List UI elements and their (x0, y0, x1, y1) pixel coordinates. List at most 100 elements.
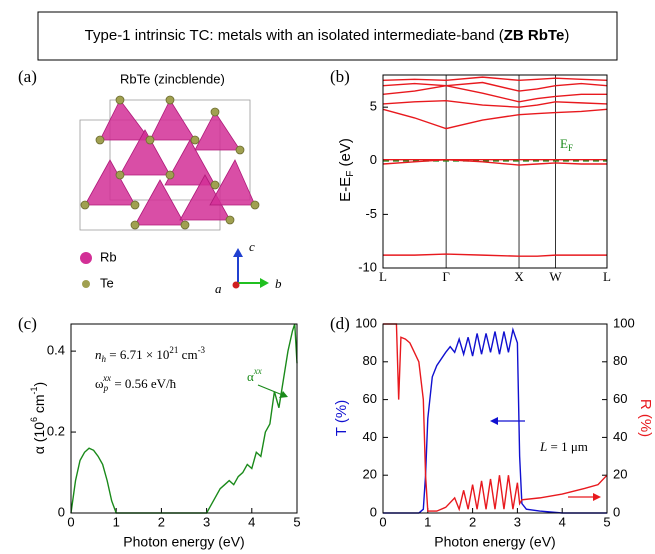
label-part: α (247, 369, 254, 384)
y-tick-label: 80 (363, 353, 377, 368)
label-part: n (95, 347, 102, 362)
y2-tick-label: 40 (613, 429, 627, 444)
x-tick-label: 5 (603, 514, 610, 529)
axes-icon (232, 248, 269, 289)
y-tick-label: -5 (365, 206, 377, 221)
x-tick-label: 2 (469, 514, 476, 529)
y-tick-label: 0.2 (47, 423, 65, 438)
y-tick-label: 100 (355, 315, 377, 330)
x-tick-label: 3 (514, 514, 521, 529)
label-part: xx (102, 373, 111, 383)
crystal-structure (79, 95, 260, 231)
label-part: 6 (29, 417, 39, 422)
annotation-arrow (490, 417, 525, 425)
label-part: xx (253, 366, 262, 376)
legend-label: Rb (100, 249, 117, 264)
legend-label: Te (100, 275, 114, 290)
x-tick-label: 2 (158, 514, 165, 529)
y2-axis-title: R (%) (637, 399, 654, 437)
data-line (383, 323, 608, 512)
axis-letter: c (249, 239, 255, 254)
title-part: ) (564, 27, 569, 44)
y-tick-label: 0 (370, 152, 377, 167)
legend-swatch (82, 280, 90, 288)
figure-title: Type-1 intrinsic TC: metals with an isol… (85, 27, 570, 44)
title-part: ZB RbTe (504, 27, 565, 44)
y-tick-label: 20 (363, 467, 377, 482)
data-line (382, 81, 608, 92)
y-tick-label: -10 (358, 259, 377, 274)
y-tick-label: 0 (370, 504, 377, 519)
y2-tick-label: 60 (613, 391, 627, 406)
data-line (382, 108, 608, 130)
label-part: E (560, 136, 568, 151)
y2-tick-label: 0 (613, 504, 620, 519)
legend-swatch (80, 252, 92, 264)
x-axis-title: Photon energy (eV) (434, 534, 555, 550)
data-line (70, 323, 298, 514)
x-tick-label: 4 (559, 514, 566, 529)
y2-tick-label: 20 (613, 467, 627, 482)
label-part: = 1 μm (547, 439, 588, 454)
y-axis-title: α (106 cm-1) (29, 382, 46, 454)
label-part: -3 (198, 345, 206, 355)
data-line (382, 76, 608, 82)
label-part: cm (31, 394, 47, 417)
y2-tick-label: 80 (613, 353, 627, 368)
plot-frame (70, 323, 298, 514)
x-tick-label: L (379, 269, 387, 284)
data-line (383, 253, 607, 257)
label-part: ) (31, 382, 47, 387)
panel-label: (a) (18, 67, 37, 86)
y-tick-label: 5 (370, 99, 377, 114)
y2-tick-label: 100 (613, 315, 635, 330)
axis-letter: a (215, 281, 222, 296)
label-part: α (10 (31, 422, 47, 454)
x-tick-label: 1 (424, 514, 431, 529)
label-part: h (102, 354, 107, 364)
x-tick-label: 0 (379, 514, 386, 529)
y-tick-label: 0 (58, 504, 65, 519)
title-part: Type-1 intrinsic TC: metals with an isol… (85, 27, 504, 44)
label-part: (eV) (337, 138, 354, 171)
label-part: F (345, 171, 356, 177)
panel-label: (d) (330, 314, 350, 333)
fermi-label: EF (560, 136, 573, 153)
panel-label: (c) (18, 314, 37, 333)
label-part: 21 (169, 345, 178, 355)
y-axis-title: E-EF (eV) (337, 138, 356, 202)
x-tick-label: 5 (293, 514, 300, 529)
x-tick-label: X (514, 269, 524, 284)
y-tick-label: 40 (363, 429, 377, 444)
annotation-arrow (257, 384, 288, 398)
annotation: L = 1 μm (539, 439, 588, 454)
y-axis-title: T (%) (333, 400, 350, 436)
label-part: = 6.71 × 10 (106, 347, 169, 362)
x-tick-label: L (603, 269, 611, 284)
data-line (382, 100, 608, 108)
x-axis-title: Photon energy (eV) (123, 534, 244, 550)
plot-frame (382, 323, 608, 514)
label-part: L (539, 439, 547, 454)
x-tick-label: Γ (442, 269, 450, 284)
y-tick-label: 60 (363, 391, 377, 406)
panel-label: (b) (330, 67, 350, 86)
y-tick-label: 0.4 (47, 343, 65, 358)
annotation: ωpxx = 0.56 eV/ħ (95, 373, 177, 393)
plot-frame (382, 74, 608, 269)
label-part: = 0.56 eV/ħ (111, 376, 177, 391)
data-line (382, 159, 607, 166)
annotation-arrow (568, 493, 601, 501)
label-part: F (568, 143, 573, 153)
x-tick-label: 1 (113, 514, 120, 529)
x-tick-label: 4 (248, 514, 255, 529)
label-part: cm (178, 347, 197, 362)
data-line (383, 326, 607, 514)
title-box (37, 11, 618, 61)
label-part: p (103, 383, 109, 393)
x-tick-label: W (549, 269, 562, 284)
label-part: ω (95, 376, 104, 391)
axis-letter: b (275, 276, 282, 291)
label-part: -1 (29, 386, 39, 394)
